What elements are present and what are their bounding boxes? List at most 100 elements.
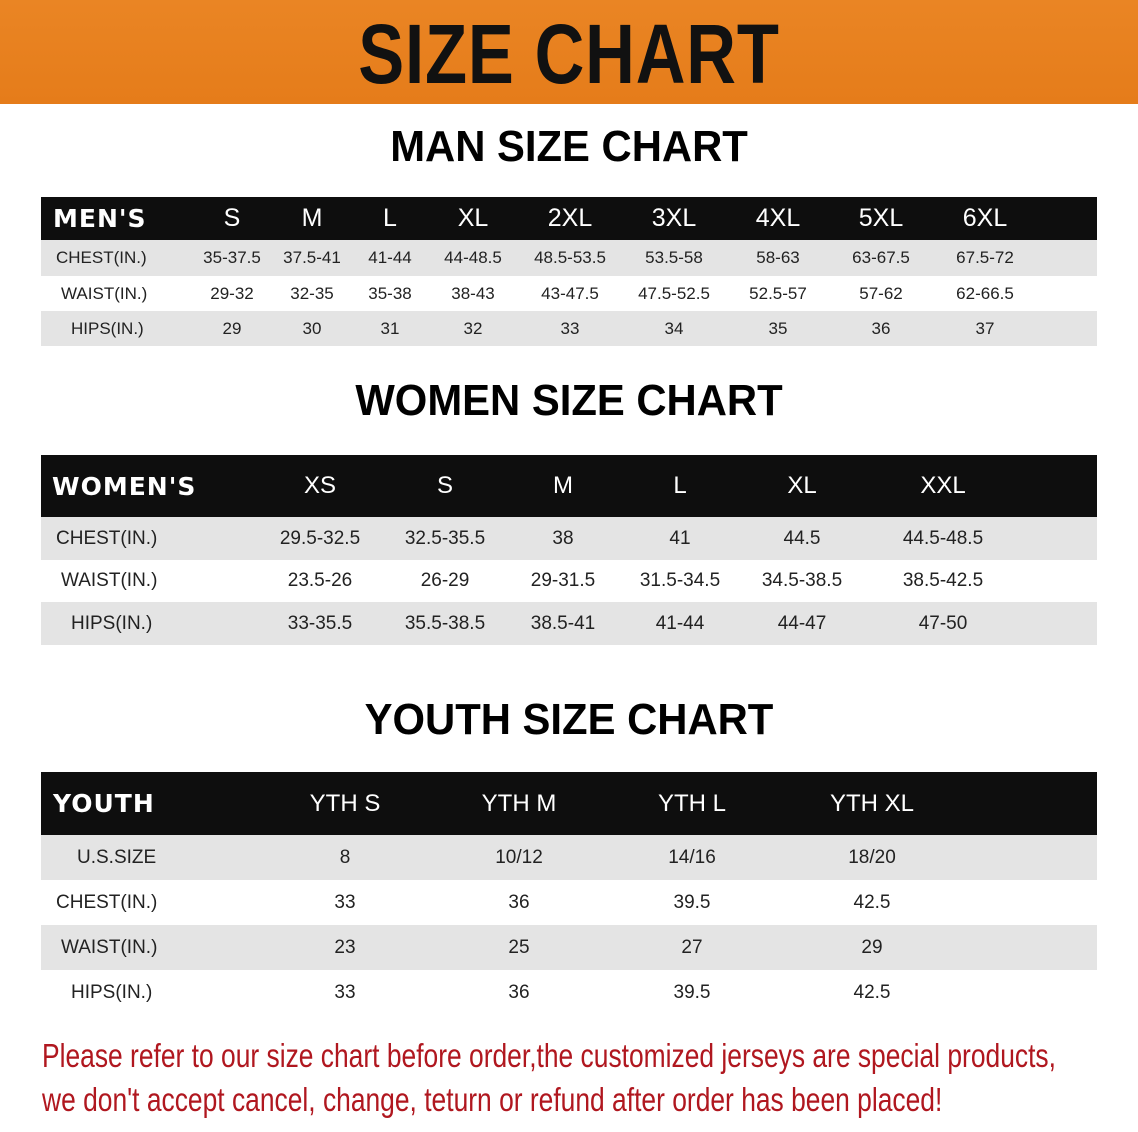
women-section-title: WOMEN SIZE CHART [355,376,783,425]
table-row: WAIST(IN.) 23 25 27 29 [41,925,1097,970]
measurement-cell: 41-44 [655,612,705,634]
size-header: XL [457,204,489,232]
measurement-cell: 29.5-32.5 [279,527,361,549]
measurement-cell: 58-63 [756,248,800,267]
measurement-cell: 36 [508,891,530,913]
women-header-label: WOMEN'S [52,471,197,501]
row-label: U.S.SIZE [77,846,157,868]
measurement-cell: 31 [380,318,400,338]
measurement-cell: 29 [861,936,883,958]
measurement-cell: 36 [871,318,891,338]
measurement-cell: 42.5 [853,981,891,1003]
measurement-cell: 35.5-38.5 [404,612,486,634]
measurement-cell: 47.5-52.5 [638,283,710,303]
row-label: WAIST(IN.) [61,283,148,303]
women-size-table: WOMEN'S XS S M L XL XXL CHEST(IN.) 29.5-32.5 32.5… [41,455,1097,645]
size-header: L [383,204,397,232]
table-row: CHEST(IN.) 29.5-32.5 32.5-35.5 38 41 44.5 44.5… [41,517,1097,560]
size-header: 6XL [962,204,1008,232]
measurement-cell: 63-67.5 [852,248,910,267]
row-label: CHEST(IN.) [56,527,158,549]
measurement-cell: 67.5-72 [956,248,1014,267]
size-header: 3XL [651,204,697,232]
youth-section-title: YOUTH SIZE CHART [364,695,774,744]
measurement-cell: 23 [334,936,356,958]
measurement-cell: 38-43 [451,283,495,303]
table-row: U.S.SIZE 8 10/12 14/16 18/20 [41,835,1097,880]
size-header: M [301,204,323,232]
size-header: S [223,204,241,232]
table-row: CHEST(IN.) 35-37.5 37.5-41 41-44 44-48.5 48.5… [41,240,1097,276]
size-header: M [553,472,573,499]
women-header-row: WOMEN'S XS S M L XL XXL [41,455,1097,517]
men-header-label: MEN'S [53,204,147,233]
row-label: CHEST(IN.) [56,248,147,267]
men-header-row: MEN'S S M L XL 2XL 3XL 4XL 5XL 6XL [41,197,1097,240]
size-header: XL [787,472,817,499]
measurement-cell: 38 [552,527,574,549]
men-section-title: MAN SIZE CHART [390,122,748,171]
measurement-cell: 53.5-58 [645,248,703,267]
table-row: WAIST(IN.) 29-32 32-35 35-38 38-43 43-47.5 47.… [41,276,1097,311]
size-header: 4XL [755,204,801,232]
row-label: CHEST(IN.) [56,891,158,913]
table-row: HIPS(IN.) 33-35.5 35.5-38.5 38.5-41 41-44 44-… [41,602,1097,645]
youth-header-row: YOUTH YTH S YTH M YTH L YTH XL [41,772,1097,835]
measurement-cell: 14/16 [668,846,716,868]
size-header: YTH L [657,789,727,817]
measurement-cell: 34.5-38.5 [761,570,843,591]
measurement-cell: 43-47.5 [541,283,599,303]
measurement-cell: 44-47 [777,612,827,634]
size-header: XS [303,472,337,499]
measurement-cell: 33 [560,318,580,338]
measurement-cell: 32-35 [290,283,334,303]
size-header: 2XL [547,204,593,232]
measurement-cell: 33 [334,891,356,913]
row-label: HIPS(IN.) [71,981,153,1003]
measurement-cell: 38.5-42.5 [902,570,984,591]
measurement-cell: 41 [669,527,691,549]
main-title: SIZE CHART [358,7,780,101]
measurement-cell: 32 [463,318,483,338]
measurement-cell: 44-48.5 [444,248,502,267]
measurement-cell: 27 [681,936,703,958]
size-header: YTH M [481,789,557,817]
row-label: HIPS(IN.) [71,318,144,338]
banner: SIZE CHART [0,0,1138,104]
measurement-cell: 44.5-48.5 [902,527,984,549]
size-header: YTH XL [829,789,915,817]
measurement-cell: 44.5 [783,527,821,549]
men-size-table: MEN'S S M L XL 2XL 3XL 4XL 5XL 6XL CHEST(IN.) 35-37… [41,197,1097,346]
youth-header-label: YOUTH [53,789,155,818]
size-header: YTH S [309,789,381,817]
measurement-cell: 29-32 [210,283,254,303]
measurement-cell: 33-35.5 [287,612,353,634]
size-header: S [436,472,454,499]
measurement-cell: 41-44 [368,248,412,267]
order-notice-line-2: we don't accept cancel, change, teturn o… [42,1081,943,1118]
measurement-cell: 10/12 [495,846,543,868]
table-row: HIPS(IN.) 33 36 39.5 42.5 [41,970,1097,1015]
size-header: 5XL [858,204,904,232]
size-header: L [673,472,687,499]
measurement-cell: 31.5-34.5 [639,570,721,591]
measurement-cell: 62-66.5 [956,283,1014,303]
measurement-cell: 25 [508,936,530,958]
measurement-cell: 57-62 [859,283,903,303]
measurement-cell: 33 [334,981,356,1003]
table-row: HIPS(IN.) 29 30 31 32 33 34 35 36 37 [41,311,1097,346]
measurement-cell: 29 [222,318,242,338]
row-label: HIPS(IN.) [71,612,153,634]
measurement-cell: 32.5-35.5 [404,527,486,549]
measurement-cell: 36 [508,981,530,1003]
youth-size-table: YOUTH YTH S YTH M YTH L YTH XL U.S.SIZE 8 10/12… [41,772,1097,1017]
measurement-cell: 39.5 [673,891,711,913]
measurement-cell: 52.5-57 [749,283,807,303]
table-row: WAIST(IN.) 23.5-26 26-29 29-31.5 31.5-34.5 34… [41,560,1097,602]
measurement-cell: 38.5-41 [530,612,596,634]
measurement-cell: 30 [302,318,322,338]
row-label: WAIST(IN.) [61,936,158,958]
row-label: WAIST(IN.) [61,570,158,591]
measurement-cell: 35 [768,318,788,338]
measurement-cell: 48.5-53.5 [534,248,606,267]
